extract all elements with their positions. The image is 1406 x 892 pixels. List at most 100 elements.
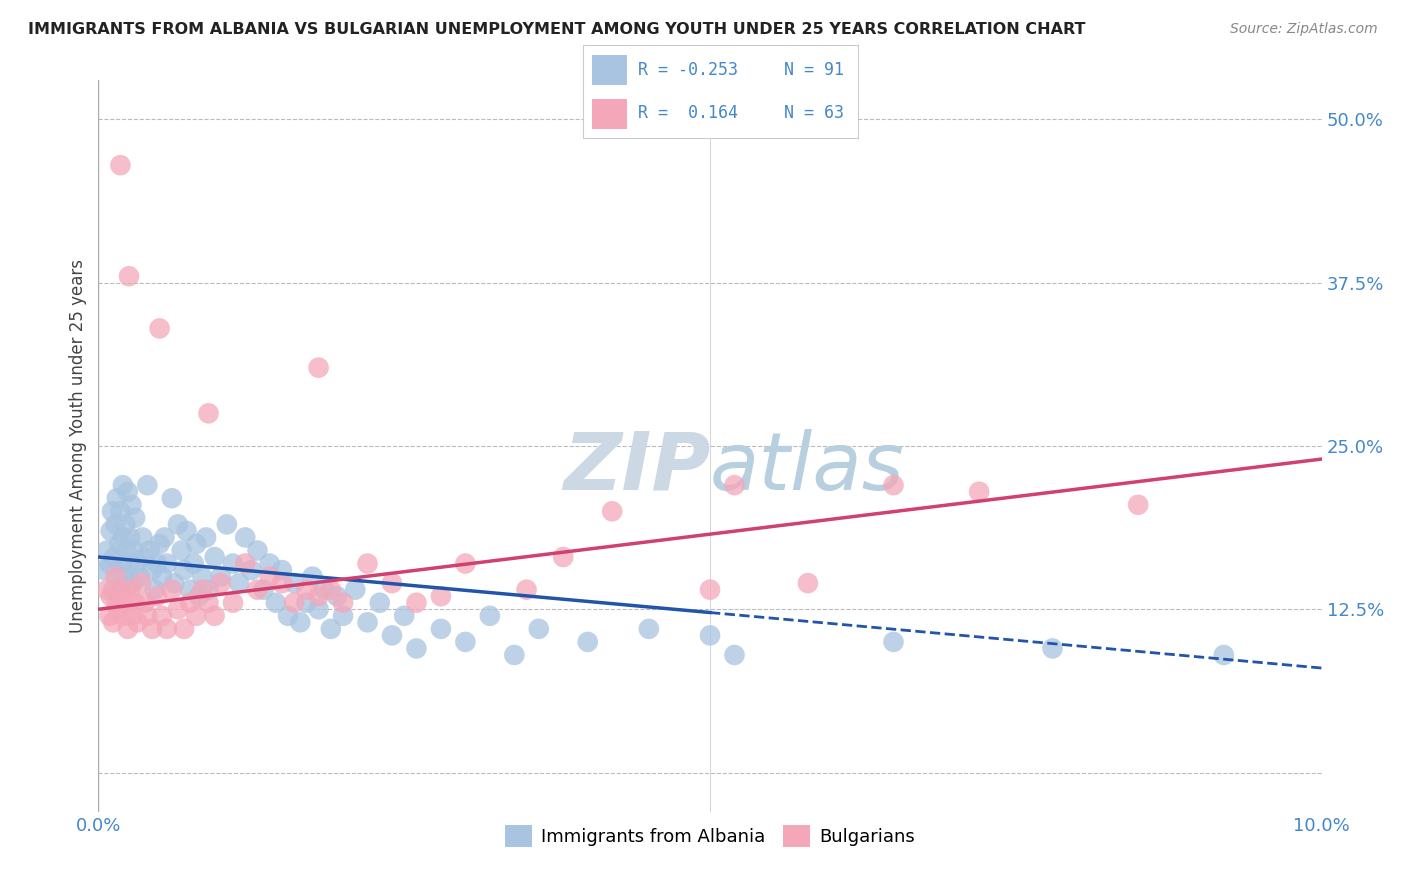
Point	[104, 517, 127, 532]
Point	[100, 524, 122, 538]
Point	[356, 615, 378, 630]
Point	[108, 537, 131, 551]
Point	[129, 576, 152, 591]
Point	[1042, 641, 1064, 656]
Point	[127, 615, 149, 630]
Point	[356, 557, 378, 571]
Point	[319, 582, 342, 597]
Point	[101, 615, 124, 630]
Point	[115, 543, 138, 558]
Point	[405, 596, 427, 610]
Bar	[592, 55, 627, 85]
Point	[167, 602, 190, 616]
Point	[121, 576, 143, 591]
Point	[381, 576, 404, 591]
Point	[101, 582, 124, 597]
Point	[120, 530, 142, 544]
Text: ZIP: ZIP	[562, 429, 710, 507]
Point	[699, 582, 721, 597]
Point	[120, 582, 142, 597]
Point	[314, 582, 336, 597]
Point	[197, 406, 219, 420]
Point	[149, 321, 172, 335]
Point	[179, 582, 201, 597]
Point	[136, 478, 159, 492]
Point	[173, 622, 195, 636]
Point	[153, 530, 176, 544]
Point	[454, 635, 477, 649]
Point	[209, 569, 232, 583]
Point	[111, 478, 134, 492]
Point	[308, 602, 330, 616]
Point	[186, 608, 208, 623]
Point	[124, 596, 146, 610]
Point	[215, 517, 238, 532]
Point	[264, 596, 287, 610]
Point	[454, 557, 477, 571]
Point	[114, 517, 136, 532]
Point	[149, 537, 172, 551]
Point	[503, 648, 526, 662]
Point	[114, 589, 136, 603]
Point	[179, 596, 201, 610]
Point	[101, 504, 124, 518]
Point	[131, 530, 153, 544]
Point	[290, 615, 312, 630]
Point	[93, 563, 115, 577]
Point	[121, 608, 143, 623]
Point	[100, 589, 122, 603]
Point	[156, 622, 179, 636]
Point	[197, 582, 219, 597]
Point	[118, 557, 141, 571]
Point	[392, 608, 416, 623]
Point	[516, 582, 538, 597]
Point	[104, 569, 127, 583]
Point	[160, 582, 183, 597]
Point	[295, 596, 318, 610]
Text: Source: ZipAtlas.com: Source: ZipAtlas.com	[1230, 22, 1378, 37]
Point	[120, 498, 142, 512]
Point	[170, 543, 193, 558]
Point	[176, 524, 198, 538]
Point	[187, 589, 209, 603]
Text: N = 91: N = 91	[783, 61, 844, 78]
Point	[967, 484, 990, 499]
Point	[107, 569, 129, 583]
Point	[96, 543, 118, 558]
Point	[332, 608, 354, 623]
Point	[160, 491, 183, 506]
Point	[308, 589, 330, 603]
Text: atlas: atlas	[710, 429, 905, 507]
Point	[246, 543, 269, 558]
Point	[222, 596, 245, 610]
Point	[110, 158, 132, 172]
Point	[191, 582, 214, 597]
Point	[295, 582, 318, 597]
Point	[1212, 648, 1234, 662]
Point	[228, 576, 250, 591]
Point	[103, 549, 125, 564]
Point	[118, 269, 141, 284]
Point	[146, 589, 169, 603]
Point	[246, 582, 269, 597]
Point	[191, 569, 214, 583]
Point	[98, 557, 121, 571]
Point	[233, 530, 256, 544]
Legend: Immigrants from Albania, Bulgarians: Immigrants from Albania, Bulgarians	[498, 817, 922, 854]
Point	[111, 530, 134, 544]
Point	[283, 596, 305, 610]
Point	[134, 549, 156, 564]
Point	[527, 622, 550, 636]
Point	[150, 608, 173, 623]
Point	[197, 596, 219, 610]
Point	[332, 596, 354, 610]
Point	[723, 648, 745, 662]
Point	[797, 576, 820, 591]
Point	[124, 511, 146, 525]
Point	[96, 582, 118, 597]
Point	[156, 557, 179, 571]
Point	[136, 608, 159, 623]
Y-axis label: Unemployment Among Youth under 25 years: Unemployment Among Youth under 25 years	[69, 259, 87, 633]
Point	[883, 478, 905, 492]
Point	[204, 549, 226, 564]
